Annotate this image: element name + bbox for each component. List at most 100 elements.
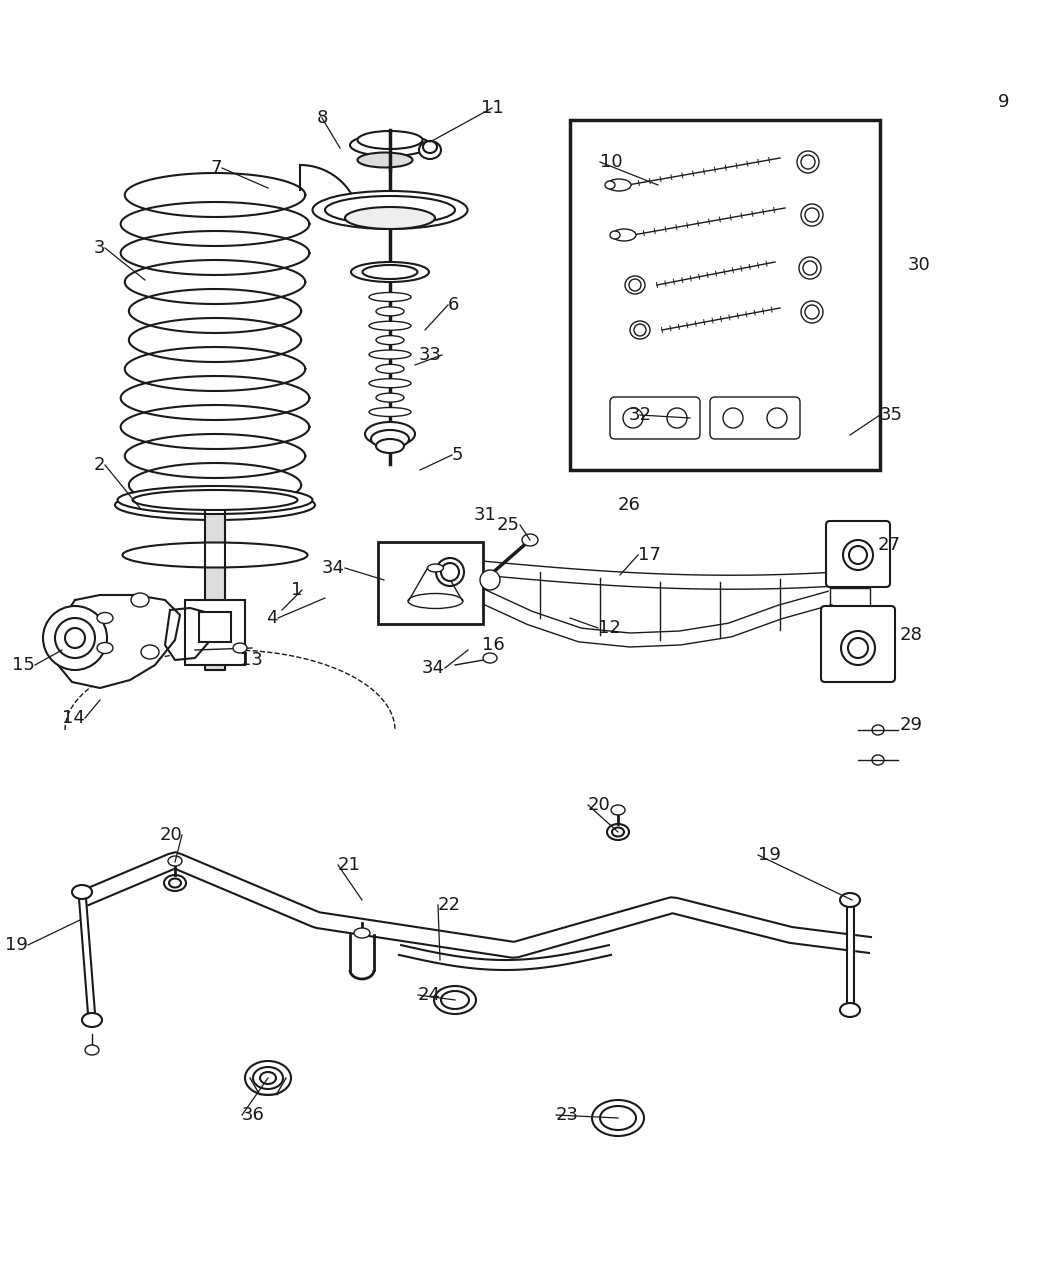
Text: 17: 17: [638, 547, 660, 564]
Circle shape: [766, 408, 788, 428]
Bar: [185, 600, 245, 665]
Ellipse shape: [803, 261, 817, 275]
Text: 21: 21: [338, 856, 361, 874]
Bar: [570, 120, 880, 470]
Ellipse shape: [72, 885, 92, 899]
Circle shape: [65, 628, 85, 648]
Text: 36: 36: [242, 1106, 265, 1124]
Ellipse shape: [607, 180, 631, 191]
Ellipse shape: [611, 805, 625, 815]
Ellipse shape: [97, 613, 113, 623]
Text: 9: 9: [998, 93, 1009, 111]
Ellipse shape: [634, 324, 646, 336]
Ellipse shape: [365, 422, 415, 446]
Polygon shape: [77, 852, 872, 958]
Text: 20: 20: [588, 796, 611, 814]
Ellipse shape: [612, 828, 624, 837]
Ellipse shape: [376, 335, 404, 345]
Text: 25: 25: [497, 516, 520, 534]
Text: 19: 19: [5, 936, 28, 954]
Text: 2: 2: [93, 456, 105, 474]
Ellipse shape: [376, 440, 404, 454]
Ellipse shape: [600, 1106, 636, 1130]
Text: 1: 1: [291, 581, 302, 599]
Text: 27: 27: [878, 536, 901, 554]
Text: 14: 14: [62, 710, 85, 727]
Ellipse shape: [123, 543, 308, 567]
Polygon shape: [205, 492, 225, 670]
Ellipse shape: [131, 592, 149, 606]
Ellipse shape: [351, 262, 429, 282]
Ellipse shape: [260, 1071, 276, 1084]
Ellipse shape: [354, 927, 370, 938]
Ellipse shape: [362, 265, 418, 279]
Circle shape: [480, 569, 500, 590]
Circle shape: [623, 408, 643, 428]
Text: 34: 34: [322, 559, 345, 577]
Ellipse shape: [801, 301, 823, 324]
Text: 13: 13: [240, 651, 262, 669]
Ellipse shape: [369, 293, 411, 302]
Text: 23: 23: [556, 1106, 579, 1124]
Ellipse shape: [350, 134, 430, 155]
Ellipse shape: [85, 1045, 99, 1055]
Ellipse shape: [376, 307, 404, 316]
Circle shape: [43, 606, 107, 670]
Text: 31: 31: [474, 506, 497, 524]
Ellipse shape: [357, 153, 413, 167]
Ellipse shape: [423, 141, 437, 153]
Ellipse shape: [840, 1003, 860, 1017]
Ellipse shape: [630, 321, 650, 339]
Ellipse shape: [313, 191, 467, 229]
Text: 34: 34: [422, 659, 445, 676]
Ellipse shape: [610, 231, 620, 240]
Polygon shape: [846, 899, 854, 1010]
FancyBboxPatch shape: [610, 397, 700, 440]
Text: 26: 26: [618, 496, 640, 513]
Ellipse shape: [116, 490, 315, 520]
Ellipse shape: [369, 321, 411, 330]
Ellipse shape: [326, 196, 455, 224]
Ellipse shape: [434, 986, 476, 1014]
Ellipse shape: [801, 204, 823, 225]
Polygon shape: [830, 589, 870, 608]
Ellipse shape: [483, 654, 497, 662]
Ellipse shape: [797, 152, 819, 173]
Ellipse shape: [612, 229, 636, 241]
Ellipse shape: [522, 534, 538, 547]
Text: 11: 11: [481, 99, 503, 117]
FancyBboxPatch shape: [826, 521, 890, 587]
Polygon shape: [79, 892, 96, 1020]
Text: 12: 12: [598, 619, 621, 637]
Text: 10: 10: [600, 153, 623, 171]
Ellipse shape: [118, 485, 313, 513]
Ellipse shape: [592, 1099, 644, 1136]
Ellipse shape: [82, 1013, 102, 1027]
Polygon shape: [447, 573, 832, 647]
Bar: [378, 541, 483, 624]
Text: 4: 4: [267, 609, 278, 627]
Ellipse shape: [376, 394, 404, 403]
FancyBboxPatch shape: [710, 397, 800, 440]
Ellipse shape: [848, 638, 868, 657]
Text: 32: 32: [629, 406, 651, 424]
Ellipse shape: [441, 563, 459, 581]
Ellipse shape: [164, 875, 186, 891]
Polygon shape: [55, 595, 180, 688]
Ellipse shape: [441, 991, 469, 1009]
Text: 15: 15: [13, 656, 35, 674]
Text: 20: 20: [160, 826, 182, 843]
Text: 5: 5: [452, 446, 463, 464]
Ellipse shape: [625, 276, 645, 294]
Polygon shape: [165, 608, 210, 660]
Ellipse shape: [843, 540, 873, 569]
Text: 6: 6: [448, 296, 460, 313]
Text: 19: 19: [758, 846, 781, 864]
Text: 8: 8: [316, 110, 328, 127]
Ellipse shape: [872, 755, 884, 764]
Bar: [200, 612, 231, 642]
Text: 16: 16: [482, 636, 505, 654]
Circle shape: [55, 618, 94, 657]
Text: 30: 30: [908, 256, 930, 274]
Ellipse shape: [132, 490, 297, 510]
